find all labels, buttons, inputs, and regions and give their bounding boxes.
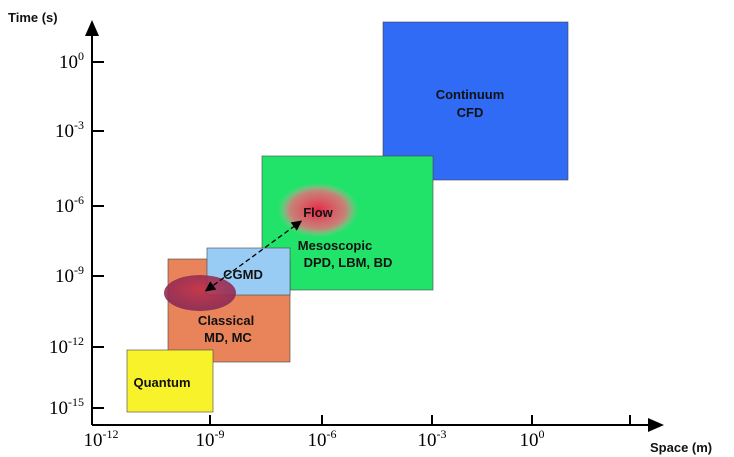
tick-label: 10-12 bbox=[84, 427, 119, 451]
x-axis-label: Space (m) bbox=[650, 440, 712, 455]
tick-label: 10-3 bbox=[55, 118, 84, 142]
tick-base: 10 bbox=[59, 52, 78, 73]
tick-base: 10 bbox=[55, 121, 74, 142]
tick-label: 100 bbox=[59, 49, 84, 73]
y-axis-label: Time (s) bbox=[8, 10, 58, 25]
region-label: Classical bbox=[198, 313, 254, 328]
tick-exponent: -15 bbox=[68, 395, 84, 409]
tick-base: 10 bbox=[84, 430, 103, 451]
tick-base: 10 bbox=[49, 398, 68, 419]
tick-exponent: -12 bbox=[68, 334, 84, 348]
flow-label: Flow bbox=[303, 205, 333, 220]
tick-exponent: -12 bbox=[103, 427, 119, 441]
tick-label: 10-9 bbox=[55, 263, 84, 287]
region-label: CFD bbox=[457, 105, 484, 120]
tick-exponent: -3 bbox=[437, 427, 447, 441]
tick-exponent: -3 bbox=[74, 118, 84, 132]
x-axis-arrow bbox=[648, 418, 664, 432]
tick-exponent: 0 bbox=[78, 49, 84, 63]
y-axis-arrow bbox=[85, 20, 99, 36]
region-label: MD, MC bbox=[204, 330, 252, 345]
tick-base: 10 bbox=[520, 430, 539, 451]
tick-exponent: -9 bbox=[215, 427, 225, 441]
region-label: Continuum bbox=[436, 87, 505, 102]
tick-base: 10 bbox=[308, 430, 327, 451]
tick-exponent: -6 bbox=[327, 427, 337, 441]
tick-exponent: -9 bbox=[74, 263, 84, 277]
region-label: Quantum bbox=[133, 375, 190, 390]
diagram: Continuum CFD Mesoscopic DPD, LBM, BD Cl… bbox=[0, 0, 734, 457]
tick-label: 10-6 bbox=[308, 427, 337, 451]
tick-base: 10 bbox=[55, 196, 74, 217]
tick-exponent: 0 bbox=[539, 427, 545, 441]
tick-base: 10 bbox=[55, 266, 74, 287]
tick-base: 10 bbox=[196, 430, 215, 451]
tick-label: 10-6 bbox=[55, 193, 84, 217]
tick-label: 10-9 bbox=[196, 427, 225, 451]
tick-label: 10-12 bbox=[49, 334, 84, 358]
region-label: DPD, LBM, BD bbox=[304, 255, 393, 270]
tick-label: 100 bbox=[520, 427, 545, 451]
tick-base: 10 bbox=[418, 430, 437, 451]
tick-label: 10-3 bbox=[418, 427, 447, 451]
tick-label: 10-15 bbox=[49, 395, 84, 419]
region-label: Mesoscopic bbox=[298, 238, 372, 253]
tick-base: 10 bbox=[49, 337, 68, 358]
tick-exponent: -6 bbox=[74, 193, 84, 207]
region-label: CGMD bbox=[223, 267, 263, 282]
